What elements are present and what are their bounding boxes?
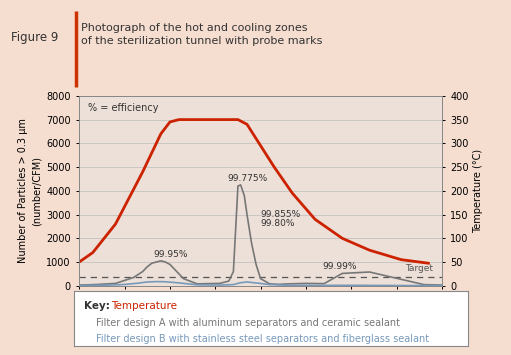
Text: Filter design A with aluminum separators and ceramic sealant: Filter design A with aluminum separators… <box>96 317 400 328</box>
Y-axis label: Temperature (°C): Temperature (°C) <box>473 149 483 233</box>
Text: 99.95%: 99.95% <box>154 250 188 259</box>
Text: 99.80%: 99.80% <box>261 219 295 228</box>
Text: 99.99%: 99.99% <box>322 262 357 271</box>
Text: Key:: Key: <box>84 301 110 311</box>
Text: Target: Target <box>405 264 433 273</box>
Text: Filter design B with stainless steel separators and fiberglass sealant: Filter design B with stainless steel sep… <box>96 334 429 344</box>
X-axis label: Time (min): Time (min) <box>222 308 299 321</box>
Text: 99.775%: 99.775% <box>227 174 267 183</box>
Y-axis label: Number of Particles > 0.3 μm
(number/CFM): Number of Particles > 0.3 μm (number/CFM… <box>18 118 42 263</box>
Text: Photograph of the hot and cooling zones
of the sterilization tunnel with probe m: Photograph of the hot and cooling zones … <box>81 23 322 46</box>
Text: 99.855%: 99.855% <box>261 210 301 219</box>
Text: Figure 9: Figure 9 <box>11 31 59 44</box>
Text: Temperature: Temperature <box>111 301 177 311</box>
Text: % = efficiency: % = efficiency <box>88 103 159 114</box>
